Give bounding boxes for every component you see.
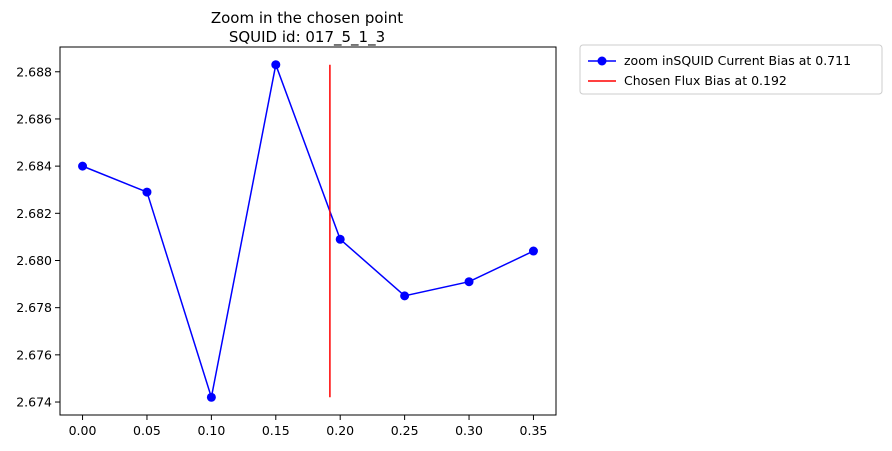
y-tick-label: 2.676 — [16, 347, 52, 362]
x-tick-label: 0.25 — [391, 423, 419, 438]
chart-subtitle: SQUID id: 017_5_1_3 — [229, 28, 385, 47]
axes-frame — [59, 46, 557, 416]
chart-title: Zoom in the chosen point — [211, 9, 403, 27]
x-tick-label: 0.10 — [197, 423, 225, 438]
data-point — [400, 291, 410, 301]
data-point — [206, 392, 216, 402]
y-tick-label: 2.674 — [16, 395, 52, 410]
data-point — [271, 60, 281, 70]
y-tick-label: 2.678 — [16, 300, 52, 315]
x-tick-label: 0.30 — [455, 423, 483, 438]
data-point — [464, 277, 474, 287]
legend-label-flux-bias: Chosen Flux Bias at 0.192 — [624, 73, 787, 88]
y-tick-label: 2.680 — [16, 253, 52, 268]
y-tick-label: 2.688 — [16, 64, 52, 79]
legend-box — [579, 44, 883, 95]
x-tick-label: 0.05 — [133, 423, 161, 438]
x-tick-label: 0.00 — [69, 423, 97, 438]
data-point — [335, 234, 345, 244]
data-point — [78, 161, 88, 171]
series-line-current-bias — [82, 61, 534, 398]
data-point — [528, 246, 538, 256]
legend-marker-swatch-blue — [597, 56, 607, 66]
legend: zoom inSQUID Current Bias at 0.711 Chose… — [579, 44, 883, 95]
y-tick-label: 2.686 — [16, 111, 52, 126]
y-tick-label: 2.682 — [16, 206, 52, 221]
y-tick-label: 2.684 — [16, 159, 52, 174]
x-tick-label: 0.15 — [262, 423, 290, 438]
legend-label-current-bias: zoom inSQUID Current Bias at 0.711 — [624, 53, 851, 68]
data-point — [142, 187, 152, 197]
x-tick-label: 0.35 — [520, 423, 548, 438]
x-tick-label: 0.20 — [326, 423, 354, 438]
